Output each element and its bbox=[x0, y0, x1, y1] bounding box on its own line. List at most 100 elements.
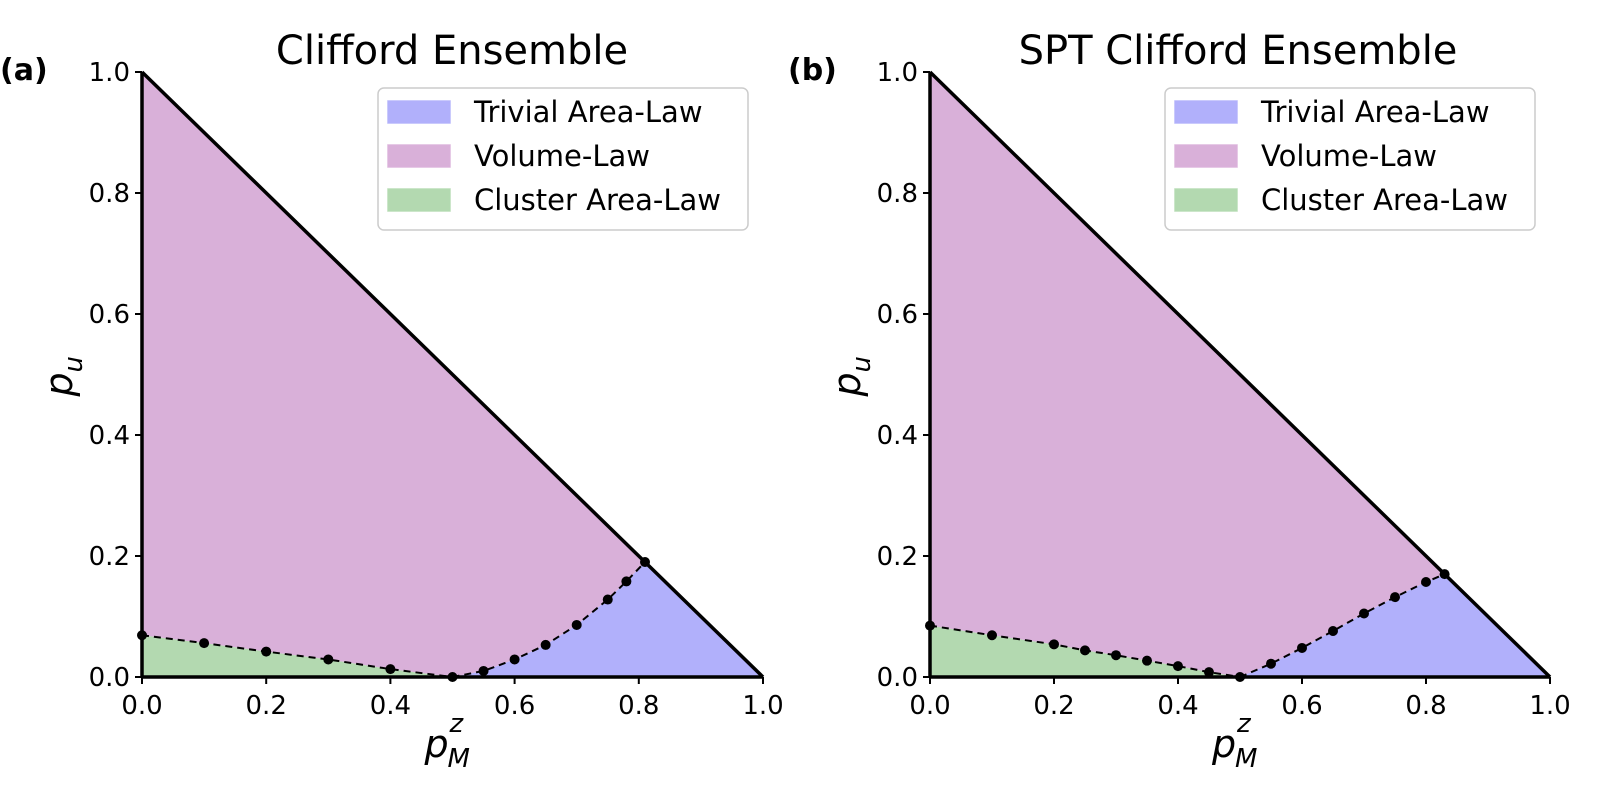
y-tick-label: 0.0 bbox=[877, 663, 918, 693]
legend-label: Volume-Law bbox=[1261, 139, 1437, 173]
x-tick-label: 1.0 bbox=[1529, 691, 1570, 721]
y-axis-label-base: p bbox=[37, 372, 81, 397]
trivial-area-law-region bbox=[452, 562, 763, 677]
chart-panel-b: 0.0 0.2 0.4 0.6 0.8 1.0 0.0 0.2 0.4 0.6 0.8 1.0 SPT … bbox=[788, 28, 1571, 774]
trivial-boundary-point bbox=[640, 557, 651, 568]
volume-law-region bbox=[142, 72, 646, 677]
y-axis-label-sub: u bbox=[847, 356, 877, 372]
y-axis-label: pu bbox=[37, 356, 89, 397]
y-axis-label-sub: u bbox=[59, 356, 89, 372]
x-tick-label: 0.4 bbox=[1157, 691, 1198, 721]
cluster-boundary-point bbox=[1235, 672, 1245, 682]
trivial-boundary-point bbox=[1421, 577, 1431, 588]
panel-label: (b) bbox=[788, 53, 837, 88]
x-tick-label: 0.8 bbox=[1405, 691, 1446, 721]
trivial-boundary-point bbox=[1390, 592, 1400, 603]
trivial-boundary-point bbox=[1328, 626, 1338, 637]
cluster-boundary-point bbox=[1111, 650, 1121, 661]
y-tick-label: 0.2 bbox=[877, 542, 918, 572]
y-tick-label: 0.6 bbox=[877, 300, 918, 330]
cluster-boundary-point bbox=[1204, 667, 1214, 678]
x-axis-label-base: p bbox=[424, 722, 449, 766]
x-axis-label-sub: M bbox=[448, 744, 470, 774]
legend-item: Cluster Area-Law bbox=[1174, 183, 1508, 217]
legend-box bbox=[377, 87, 749, 231]
x-axis-label: p zM bbox=[1211, 709, 1257, 774]
x-axis-label: p zM bbox=[424, 709, 470, 774]
legend-label: Cluster Area-Law bbox=[474, 183, 721, 217]
chart-title: Clifford Ensemble bbox=[276, 28, 628, 74]
x-tick-label: 0.6 bbox=[494, 691, 535, 721]
volume-law-region bbox=[930, 72, 1445, 677]
legend-swatch bbox=[1174, 100, 1238, 124]
x-axis-label-base: p bbox=[1211, 722, 1236, 766]
y-axis-label-base: p bbox=[825, 372, 869, 397]
legend-swatch bbox=[387, 100, 451, 124]
legend-swatch bbox=[387, 188, 451, 212]
trivial-boundary-line bbox=[1239, 573, 1445, 678]
trivial-boundary-point bbox=[478, 665, 489, 676]
legend-item: Trivial Area-Law bbox=[387, 95, 703, 129]
x-tick-label: 0.0 bbox=[909, 691, 950, 721]
panel-label: (a) bbox=[0, 53, 48, 88]
y-tick-label: 0.6 bbox=[89, 300, 130, 330]
legend: Trivial Area-Law Volume-Law Cluster Area-L… bbox=[377, 87, 749, 231]
y-axis-label: pu bbox=[825, 356, 877, 397]
trivial-boundary-point bbox=[1297, 642, 1307, 653]
x-tick-label: 0.2 bbox=[246, 691, 287, 721]
x-axis-label-sup: z bbox=[449, 709, 465, 739]
cluster-boundary-point bbox=[1049, 639, 1059, 650]
legend-item: Trivial Area-Law bbox=[1174, 95, 1490, 129]
x-tick-label: 1.0 bbox=[742, 691, 783, 721]
diagonal-boundary-line bbox=[140, 70, 765, 679]
cluster-boundary-point bbox=[1080, 645, 1090, 656]
trivial-boundary-point bbox=[509, 654, 520, 665]
x-tick-label: 0.4 bbox=[370, 691, 411, 721]
x-tick-label: 0.8 bbox=[618, 691, 659, 721]
legend-item: Cluster Area-Law bbox=[387, 183, 721, 217]
trivial-boundary-point bbox=[571, 619, 582, 630]
legend-label: Trivial Area-Law bbox=[1260, 95, 1490, 129]
cluster-boundary-point bbox=[385, 664, 396, 675]
y-tick-label: 0.0 bbox=[89, 663, 130, 693]
cluster-boundary-point bbox=[137, 630, 147, 641]
y-tick-label: 0.8 bbox=[877, 179, 918, 209]
cluster-boundary-point bbox=[1142, 655, 1152, 666]
x-tick-label: 0.6 bbox=[1281, 691, 1322, 721]
legend-item: Volume-Law bbox=[1174, 139, 1437, 173]
legend-box bbox=[1164, 87, 1536, 231]
cluster-boundary-point bbox=[323, 654, 334, 665]
y-tick-label: 1.0 bbox=[877, 58, 918, 88]
legend: Trivial Area-Law Volume-Law Cluster Area-L… bbox=[1164, 87, 1536, 231]
x-tick-label: 0.2 bbox=[1033, 691, 1074, 721]
y-tick-label: 0.2 bbox=[89, 542, 130, 572]
trivial-boundary-point bbox=[1359, 608, 1369, 619]
x-axis-label-sub: M bbox=[1235, 744, 1257, 774]
legend-swatch bbox=[1174, 144, 1238, 168]
trivial-boundary-point bbox=[602, 594, 613, 605]
chart-panel-a: 0.0 0.2 0.4 0.6 0.8 1.0 0.0 0.2 0.4 0.6 0.8 1.0 Clif… bbox=[0, 28, 784, 774]
legend-label: Cluster Area-Law bbox=[1261, 183, 1508, 217]
trivial-boundary-point bbox=[1266, 658, 1276, 669]
trivial-area-law-region bbox=[1240, 574, 1550, 677]
legend-label: Trivial Area-Law bbox=[473, 95, 703, 129]
legend-label: Volume-Law bbox=[474, 139, 650, 173]
cluster-boundary-point bbox=[987, 630, 997, 641]
trivial-boundary-point bbox=[1439, 569, 1450, 580]
cluster-boundary-point bbox=[1173, 661, 1183, 672]
legend-item: Volume-Law bbox=[387, 139, 650, 173]
x-tick-label: 0.0 bbox=[121, 691, 162, 721]
legend-swatch bbox=[387, 144, 451, 168]
y-tick-label: 0.8 bbox=[89, 179, 130, 209]
trivial-boundary-point bbox=[540, 639, 551, 650]
cluster-boundary-point bbox=[261, 646, 272, 657]
cluster-boundary-point bbox=[447, 672, 458, 682]
legend-swatch bbox=[1174, 188, 1238, 212]
y-tick-label: 1.0 bbox=[89, 58, 130, 88]
trivial-boundary-point bbox=[621, 576, 632, 587]
cluster-boundary-point bbox=[199, 638, 210, 649]
y-tick-label: 0.4 bbox=[89, 421, 130, 451]
y-tick-label: 0.4 bbox=[877, 421, 918, 451]
cluster-boundary-line bbox=[141, 634, 453, 678]
